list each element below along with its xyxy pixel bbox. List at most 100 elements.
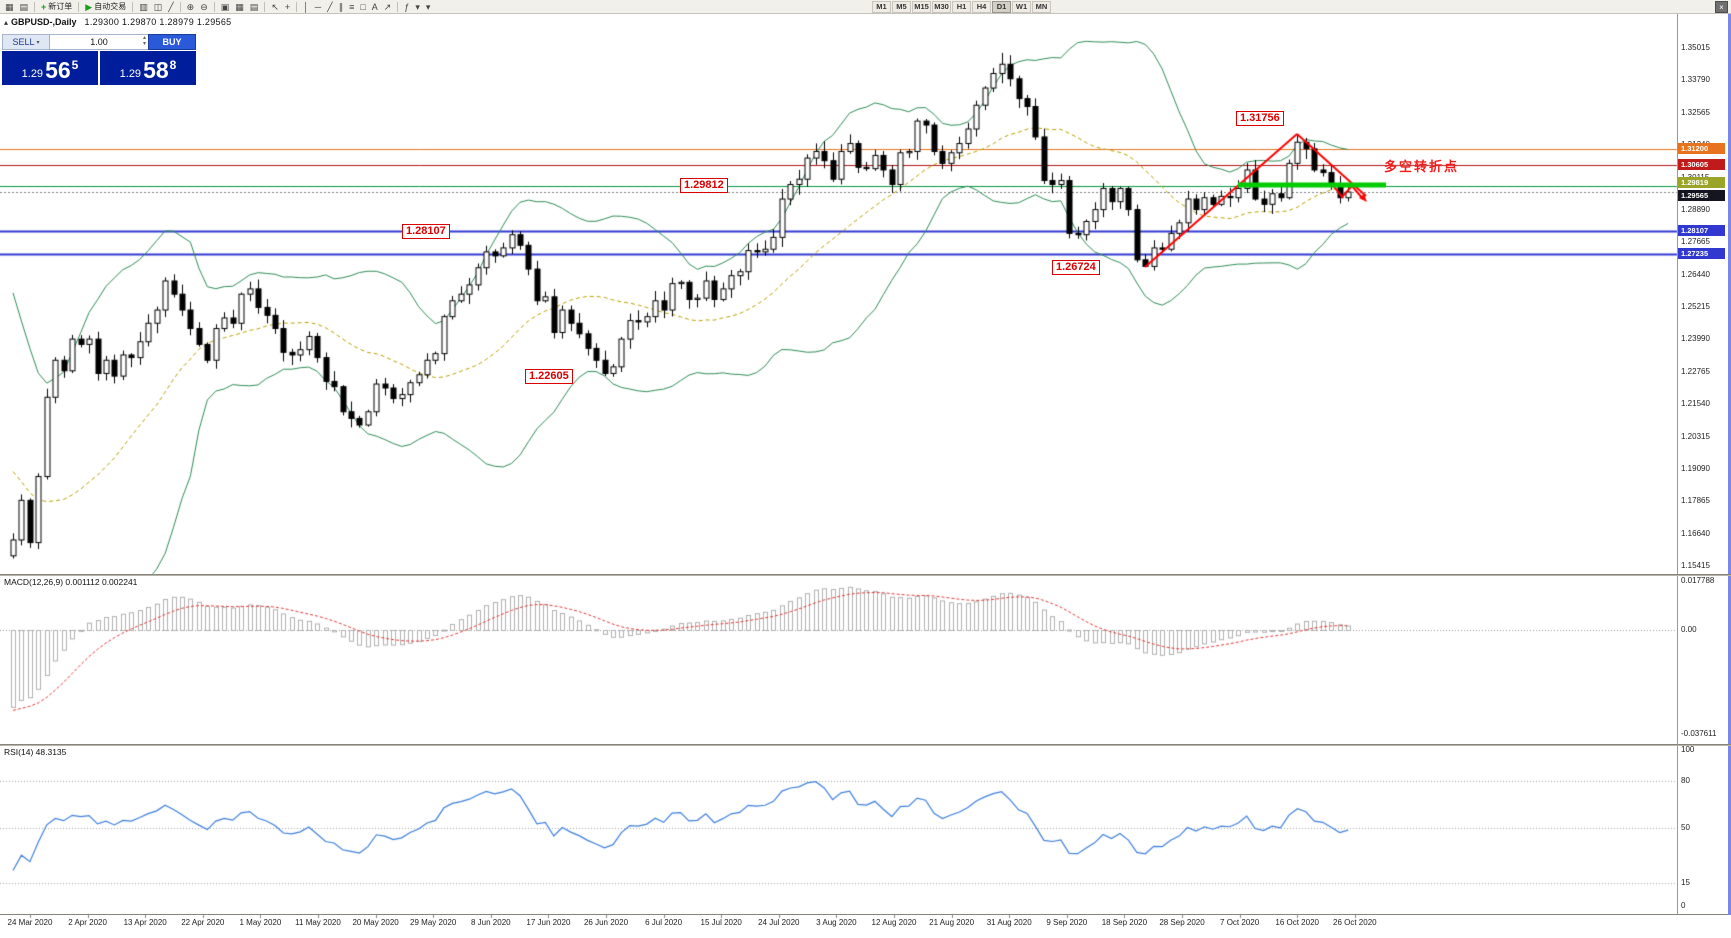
grid-button[interactable]: ▤ <box>248 1 261 13</box>
sell-price-button[interactable]: 1.29 56 5 <box>2 51 98 85</box>
auto-trading-button[interactable]: ▶ 自动交易 <box>83 1 128 13</box>
volume-spinners[interactable]: ▴ ▾ <box>143 35 146 47</box>
new-chart-icon[interactable]: ▤ <box>18 1 31 13</box>
bar-chart-button-glyph: ▥ <box>139 1 148 12</box>
chart-title: ▴ GBPUSD-,Daily 1.29300 1.29870 1.28979 1.… <box>4 17 231 27</box>
date-axis-label: 26 Jun 2020 <box>583 918 629 927</box>
chart-window-icon[interactable]: ▦ <box>3 1 16 13</box>
timeframe-mn[interactable]: MN <box>1032 1 1051 13</box>
buy-price-small: 1.29 <box>119 68 142 80</box>
volume-value: 1.00 <box>90 37 108 47</box>
price-tag-1.27235: 1.27235 <box>1678 248 1725 260</box>
vertical-line-button-glyph: │ <box>303 1 309 12</box>
shapes-button-glyph: □ <box>360 1 366 12</box>
date-axis-divider <box>0 914 1731 915</box>
date-axis-label: 11 May 2020 <box>295 918 341 927</box>
horizontal-line-button[interactable]: ─ <box>313 1 323 13</box>
vertical-line-button[interactable]: │ <box>301 1 311 13</box>
crosshair-button[interactable]: + <box>283 1 292 13</box>
text-label-button-glyph: A <box>371 1 378 12</box>
buy-button[interactable]: BUY <box>148 34 196 50</box>
price-label-object[interactable]: 1.28107 <box>402 224 450 239</box>
fibonacci-button[interactable]: ≡ <box>347 1 356 13</box>
date-axis-label: 7 Oct 2020 <box>1220 918 1260 927</box>
bar-chart-button[interactable]: ▥ <box>137 1 150 13</box>
toolbar-separator <box>78 1 80 12</box>
candlestick-chart-button-glyph: ◫ <box>153 1 163 12</box>
indicators-button[interactable]: ƒ <box>402 1 411 13</box>
timeframe-m30[interactable]: M30 <box>932 1 951 13</box>
arrow-tools-button-glyph: ↗ <box>383 1 392 12</box>
timeframe-h1[interactable]: H1 <box>952 1 971 13</box>
timeframe-w1[interactable]: W1 <box>1012 1 1031 13</box>
candlestick-chart-button[interactable]: ◫ <box>152 1 165 13</box>
rsi-label: RSI(14) 48.3135 <box>4 747 67 757</box>
date-axis-label: 21 Aug 2020 <box>929 918 975 927</box>
date-axis-label: 9 Sep 2020 <box>1046 918 1088 927</box>
spin-up-icon[interactable]: ▴ <box>142 35 146 41</box>
collapse-icon[interactable]: ▴ <box>4 18 9 27</box>
line-chart-button[interactable]: ╱ <box>166 1 175 13</box>
periods-dropdown[interactable]: ▾ <box>413 1 422 13</box>
date-axis-label: 15 Jul 2020 <box>700 918 742 927</box>
tile-windows-button[interactable]: ▣ <box>219 1 232 13</box>
date-axis-label: 2 Apr 2020 <box>68 918 107 927</box>
price-axis-label: 1.35015 <box>1681 43 1710 52</box>
timeframe-m5[interactable]: M5 <box>892 1 911 13</box>
price-axis-label: 1.25215 <box>1681 302 1710 311</box>
zoom-out-button[interactable]: ⊖ <box>198 1 210 13</box>
timeframe-group: M1 M5 M15 M30 H1 H4 D1 W1 MN <box>872 1 1052 13</box>
channel-button-glyph: ∥ <box>338 1 344 12</box>
price-label-object[interactable]: 1.26724 <box>1052 260 1100 275</box>
auto-arrange-button[interactable]: ▦ <box>233 1 246 13</box>
shapes-button[interactable]: □ <box>358 1 367 13</box>
trendline-button-glyph: ╱ <box>327 1 333 12</box>
scrollbar[interactable] <box>1728 14 1731 915</box>
trendline-button[interactable]: ╱ <box>325 1 334 13</box>
volume-stepper[interactable]: 1.00 ▴ ▾ <box>50 34 148 50</box>
arrow-tools-button[interactable]: ↗ <box>382 1 394 13</box>
templates-dropdown[interactable]: ▾ <box>424 1 433 13</box>
timeframe-d1[interactable]: D1 <box>992 1 1011 13</box>
chinese-annotation[interactable]: 多空转折点 <box>1384 159 1460 174</box>
rsi-axis-label: 50 <box>1681 823 1690 832</box>
ohlc-values: 1.29300 1.29870 1.28979 1.29565 <box>84 17 232 27</box>
price-axis-label: 1.21540 <box>1681 399 1710 409</box>
text-label-button[interactable]: A <box>370 1 380 13</box>
new-order-button-label: 新订单 <box>48 2 73 11</box>
templates-dropdown-glyph: ▾ <box>425 1 431 12</box>
toolbar-separator <box>296 1 298 12</box>
panel-separator-rsi[interactable] <box>0 744 1731 746</box>
zoom-in-button[interactable]: ⊕ <box>185 1 197 13</box>
date-axis-label: 22 Apr 2020 <box>181 918 225 927</box>
channel-button[interactable]: ∥ <box>337 1 346 13</box>
timeframe-h4[interactable]: H4 <box>972 1 991 13</box>
spin-down-icon[interactable]: ▾ <box>142 41 146 47</box>
toolbar-separator <box>264 1 266 12</box>
close-icon[interactable]: × <box>1715 1 1728 13</box>
date-axis-label: 1 May 2020 <box>239 918 282 927</box>
price-label-object[interactable]: 1.22605 <box>525 369 573 384</box>
zoom-in-button-glyph: ⊕ <box>186 1 195 12</box>
price-axis-label: 1.17865 <box>1681 496 1710 506</box>
timeframe-m15[interactable]: M15 <box>912 1 931 13</box>
sell-button[interactable]: SELL ▾ <box>2 34 50 50</box>
timeframe-m1[interactable]: M1 <box>872 1 891 13</box>
price-label-object[interactable]: 1.31756 <box>1236 111 1284 126</box>
price-label-object[interactable]: 1.29812 <box>680 178 728 193</box>
indicators-button-glyph: ƒ <box>404 1 410 12</box>
toolbar-separator <box>213 1 215 12</box>
date-axis-label: 3 Aug 2020 <box>816 918 857 927</box>
date-axis-label: 31 Aug 2020 <box>986 918 1032 927</box>
rsi-axis-label: 0 <box>1681 901 1686 910</box>
new-order-button[interactable]: + 新订单 <box>39 1 74 13</box>
price-tag-1.30605: 1.30605 <box>1678 159 1725 171</box>
sell-label: SELL <box>12 37 35 47</box>
buy-price-button[interactable]: 1.29 58 8 <box>100 51 196 85</box>
panel-separator-macd[interactable] <box>0 574 1731 576</box>
cursor-button[interactable]: ↖ <box>269 1 281 13</box>
new-chart-icon-glyph: ▤ <box>19 1 29 12</box>
chart-window-icon-glyph: ▦ <box>5 1 14 12</box>
